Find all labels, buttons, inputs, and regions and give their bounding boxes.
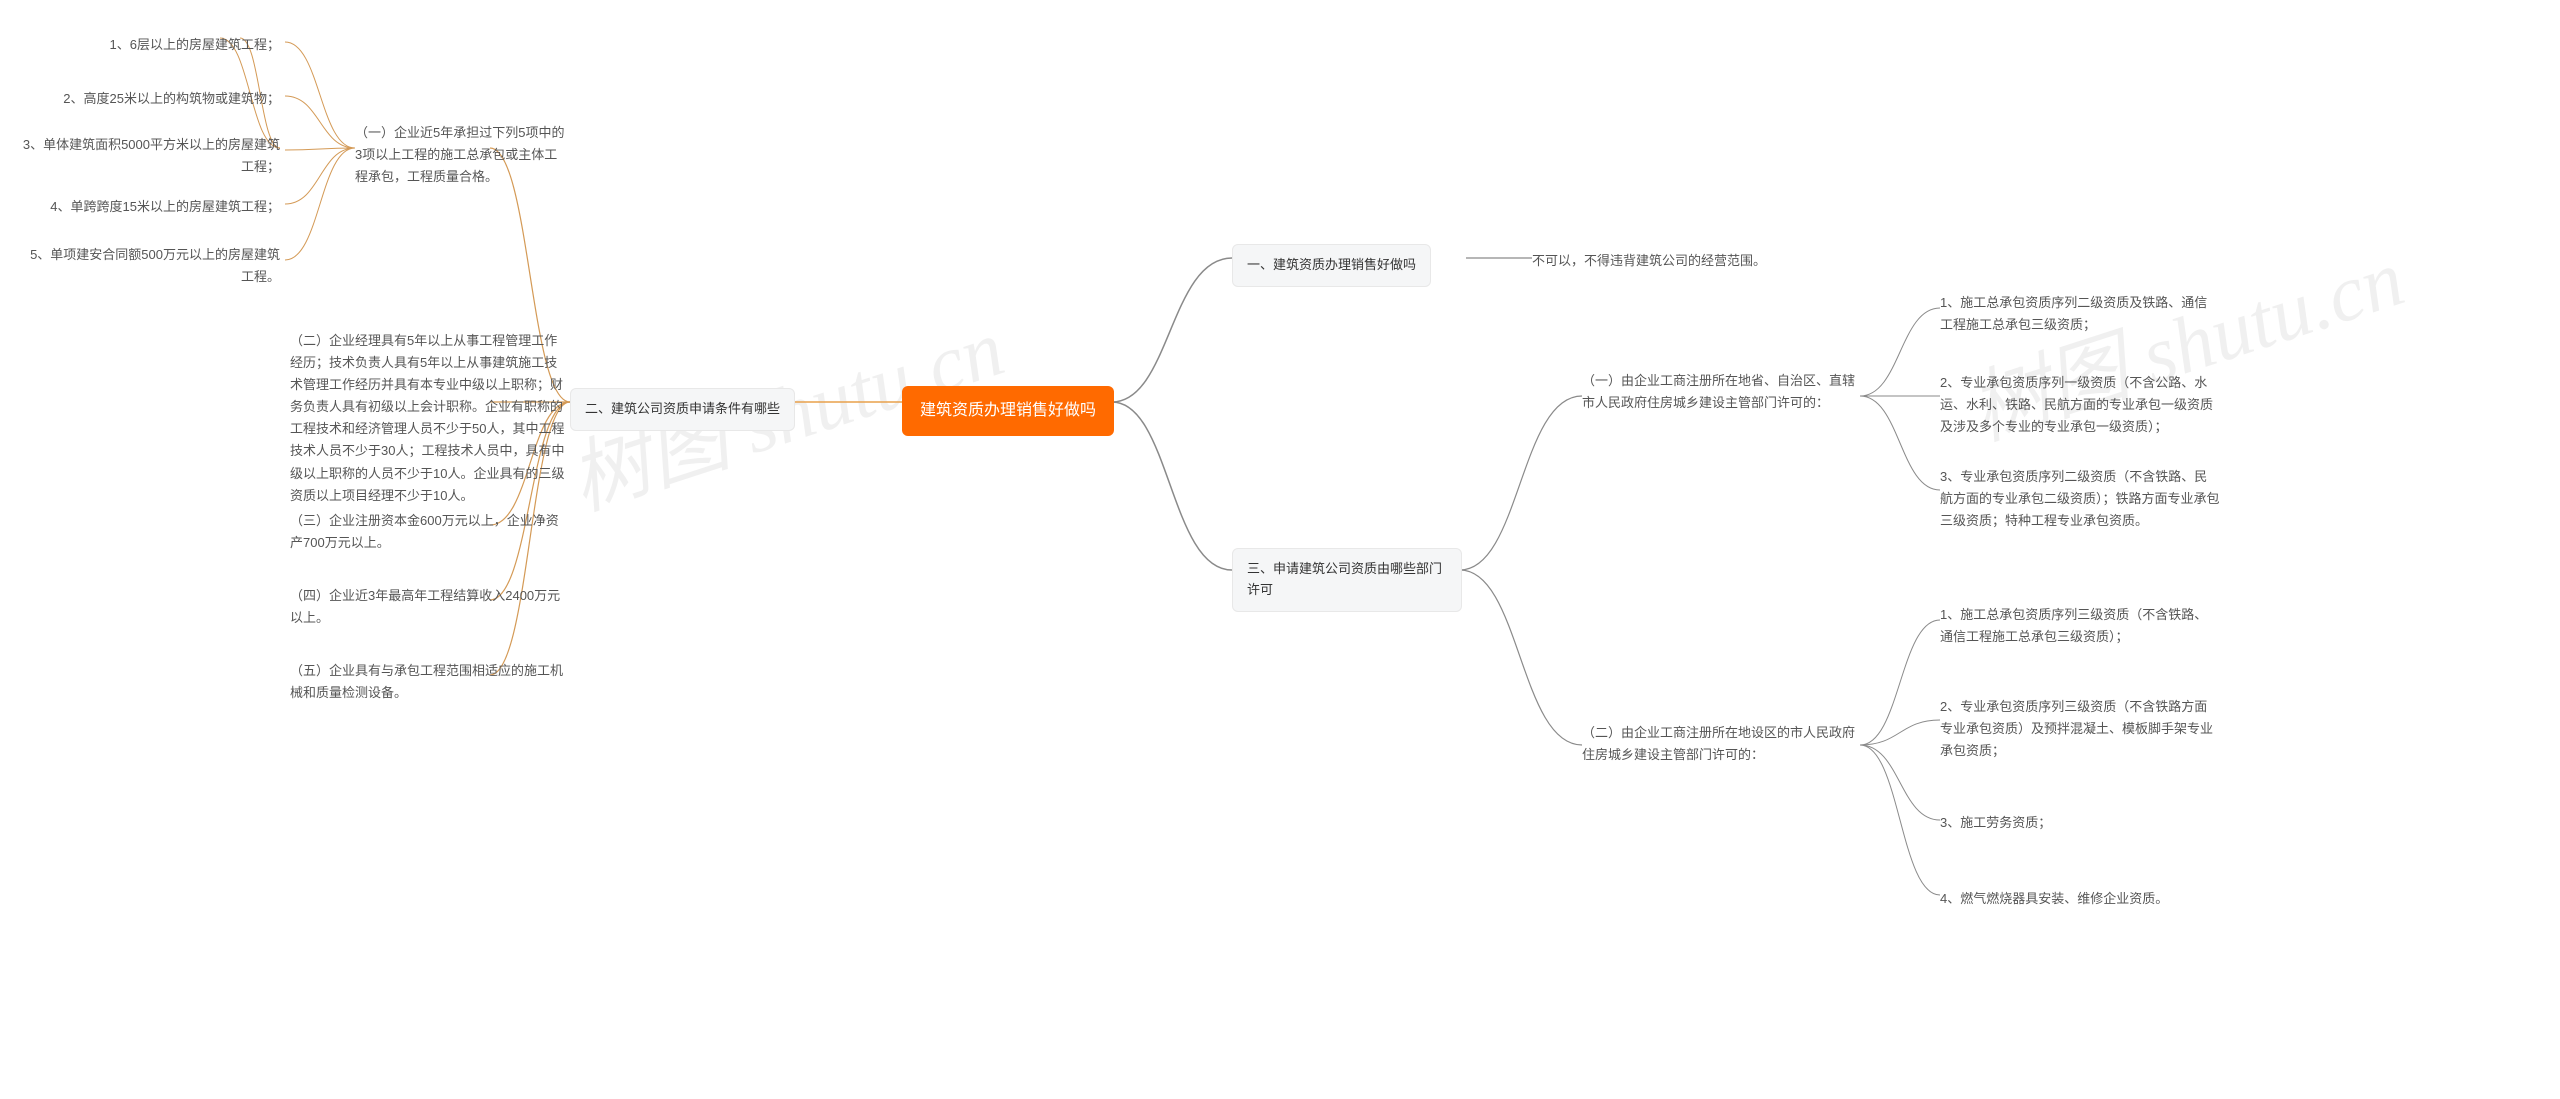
mindmap-canvas: 树图 shutu.cn 树图 shutu.cn [160, 0, 2560, 1099]
b3-s1-l3: 3、专业承包资质序列二级资质（不含铁路、民航方面的专业承包二级资质）；铁路方面专… [1940, 466, 2220, 532]
b3-s2-l1: 1、施工总承包资质序列三级资质（不含铁路、通信工程施工总承包三级资质）； [1940, 604, 2220, 648]
branch-1[interactable]: 一、建筑资质办理销售好做吗 [1232, 244, 1431, 287]
root-label: 建筑资质办理销售好做吗 [920, 402, 1096, 419]
b2-s1-l3: 3、单体建筑面积5000平方米以上的房屋建筑工程； [20, 134, 280, 178]
b2-sub5: （五）企业具有与承包工程范围相适应的施工机械和质量检测设备。 [290, 660, 565, 704]
b2-sub1: （一）企业近5年承担过下列5项中的3项以上工程的施工总承包或主体工程承包，工程质… [355, 122, 565, 188]
branch-1-leaf: 不可以，不得违背建筑公司的经营范围。 [1532, 250, 1766, 272]
b2-sub2: （二）企业经理具有5年以上从事工程管理工作经历；技术负责人具有5年以上从事建筑施… [290, 330, 565, 507]
b2-sub3: （三）企业注册资本金600万元以上，企业净资产700万元以上。 [290, 510, 565, 554]
branch-1-label: 一、建筑资质办理销售好做吗 [1247, 257, 1416, 272]
branch-2-label: 二、建筑公司资质申请条件有哪些 [585, 401, 780, 416]
b3-s1-l1: 1、施工总承包资质序列二级资质及铁路、通信工程施工总承包三级资质； [1940, 292, 2220, 336]
root-node[interactable]: 建筑资质办理销售好做吗 [902, 386, 1114, 436]
b2-s1-l1: 1、6层以上的房屋建筑工程； [20, 34, 280, 56]
b2-s1-l2: 2、高度25米以上的构筑物或建筑物； [20, 88, 280, 110]
b2-s1-l5: 5、单项建安合同额500万元以上的房屋建筑工程。 [20, 244, 280, 288]
b2-sub4: （四）企业近3年最高年工程结算收入2400万元以上。 [290, 585, 565, 629]
branch-3-label: 三、申请建筑公司资质由哪些部门许可 [1247, 561, 1442, 597]
b3-s2-l3: 3、施工劳务资质； [1940, 812, 2051, 834]
branch-3-sub1: （一）由企业工商注册所在地省、自治区、直辖市人民政府住房城乡建设主管部门许可的： [1582, 370, 1862, 414]
b3-s2-l4: 4、燃气燃烧器具安装、维修企业资质。 [1940, 888, 2168, 910]
branch-2[interactable]: 二、建筑公司资质申请条件有哪些 [570, 388, 795, 431]
b3-s2-l2: 2、专业承包资质序列三级资质（不含铁路方面专业承包资质）及预拌混凝土、模板脚手架… [1940, 696, 2220, 762]
b3-s1-l2: 2、专业承包资质序列一级资质（不含公路、水运、水利、铁路、民航方面的专业承包一级… [1940, 372, 2220, 438]
b2-s1-l4: 4、单跨跨度15米以上的房屋建筑工程； [20, 196, 280, 218]
branch-3[interactable]: 三、申请建筑公司资质由哪些部门许可 [1232, 548, 1462, 612]
branch-3-sub2: （二）由企业工商注册所在地设区的市人民政府住房城乡建设主管部门许可的： [1582, 722, 1862, 766]
